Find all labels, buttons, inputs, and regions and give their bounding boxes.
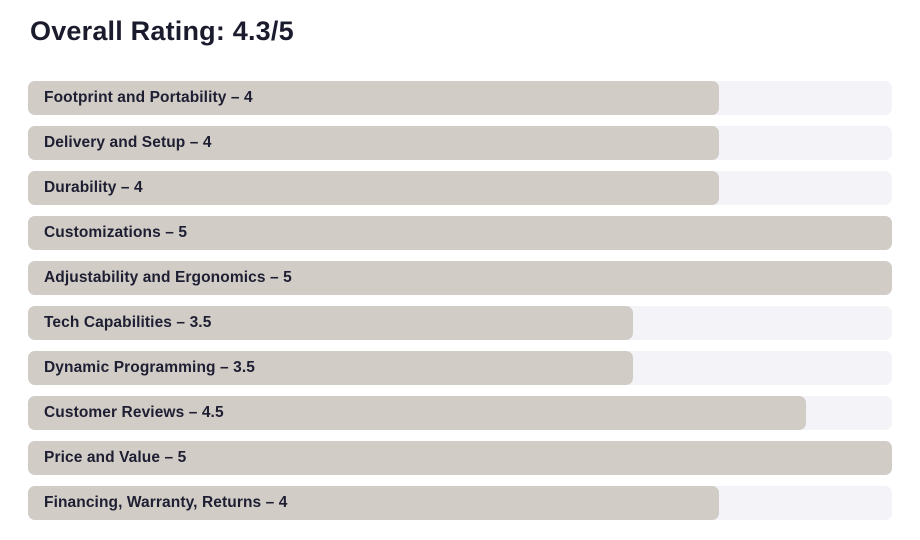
rating-bar-label: Durability – 4 bbox=[44, 179, 143, 196]
rating-bars-chart: Footprint and Portability – 4 Delivery an… bbox=[28, 81, 892, 520]
rating-bar-fill: Durability – 4 bbox=[28, 171, 720, 205]
rating-bar-fill: Adjustability and Ergonomics – 5 bbox=[28, 261, 892, 295]
rating-bar-fill: Financing, Warranty, Returns – 4 bbox=[28, 486, 720, 520]
rating-bar-track: Adjustability and Ergonomics – 5 bbox=[28, 261, 892, 295]
rating-bar-label: Dynamic Programming – 3.5 bbox=[44, 359, 255, 376]
rating-bar-fill: Delivery and Setup – 4 bbox=[28, 126, 720, 160]
page-title: Overall Rating: 4.3/5 bbox=[30, 16, 294, 46]
rating-bar-track: Price and Value – 5 bbox=[28, 441, 892, 475]
rating-bar-fill: Dynamic Programming – 3.5 bbox=[28, 351, 633, 385]
rating-bar-label: Footprint and Portability – 4 bbox=[44, 89, 253, 106]
rating-bar-label: Customer Reviews – 4.5 bbox=[44, 404, 224, 421]
rating-bar-label: Customizations – 5 bbox=[44, 224, 188, 241]
rating-bar-track: Footprint and Portability – 4 bbox=[28, 81, 892, 115]
rating-bar-track: Dynamic Programming – 3.5 bbox=[28, 351, 892, 385]
rating-bar-track: Financing, Warranty, Returns – 4 bbox=[28, 486, 892, 520]
rating-bar-label: Adjustability and Ergonomics – 5 bbox=[44, 269, 292, 286]
rating-bar-label: Price and Value – 5 bbox=[44, 449, 187, 466]
rating-bar-label: Financing, Warranty, Returns – 4 bbox=[44, 494, 288, 511]
rating-bar-fill: Footprint and Portability – 4 bbox=[28, 81, 720, 115]
rating-bar-track: Customizations – 5 bbox=[28, 216, 892, 250]
ratings-panel: Overall Rating: 4.3/5 Footprint and Port… bbox=[28, 16, 892, 520]
rating-bar-fill: Customer Reviews – 4.5 bbox=[28, 396, 806, 430]
rating-bar-fill: Tech Capabilities – 3.5 bbox=[28, 306, 633, 340]
rating-bar-label: Delivery and Setup – 4 bbox=[44, 134, 212, 151]
rating-bar-label: Tech Capabilities – 3.5 bbox=[44, 314, 212, 331]
rating-bar-fill: Price and Value – 5 bbox=[28, 441, 892, 475]
rating-bar-fill: Customizations – 5 bbox=[28, 216, 892, 250]
rating-bar-track: Durability – 4 bbox=[28, 171, 892, 205]
rating-bar-track: Customer Reviews – 4.5 bbox=[28, 396, 892, 430]
rating-bar-track: Tech Capabilities – 3.5 bbox=[28, 306, 892, 340]
rating-bar-track: Delivery and Setup – 4 bbox=[28, 126, 892, 160]
